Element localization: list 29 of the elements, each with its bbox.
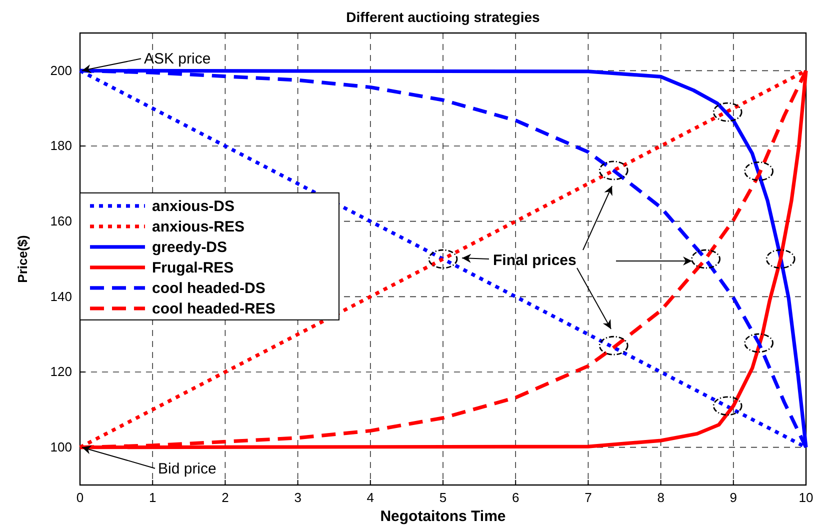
chart-title: Different auctioing strategies [346, 9, 540, 25]
x-tick-label: 2 [222, 490, 229, 506]
x-tick-label: 9 [730, 490, 738, 506]
legend-label: cool headed-DS [152, 280, 266, 297]
legend-label: anxious-DS [152, 198, 235, 215]
x-tick-label: 8 [657, 490, 664, 506]
legend-label: anxious-RES [152, 218, 245, 236]
x-tick-label: 4 [366, 490, 374, 506]
y-tick-label: 140 [50, 288, 72, 304]
x-tick-label: 6 [512, 490, 520, 506]
legend-label: greedy-DS [152, 238, 228, 256]
y-tick-label: 180 [50, 138, 72, 154]
y-axis-title: Price($) [15, 235, 30, 283]
legend-label: Frugal-RES [152, 259, 234, 276]
annotation: ASK price [144, 50, 211, 68]
y-tick-label: 200 [50, 62, 72, 78]
y-tick-label: 160 [50, 213, 72, 228]
annotation: Final prices [493, 252, 576, 269]
legend-label: cool headed-RES [152, 300, 276, 318]
x-tick-label: 5 [439, 490, 447, 506]
y-tick-label: 120 [50, 364, 72, 380]
x-tick-label: 1 [148, 490, 156, 506]
annotation: Bid price [158, 460, 216, 478]
x-tick-label: 3 [294, 490, 302, 506]
y-tick-label: 100 [50, 439, 72, 454]
x-tick-label: 10 [798, 490, 814, 506]
x-axis-title: Negotaitons Time [380, 508, 506, 525]
x-tick-label: 7 [584, 490, 592, 506]
x-tick-label: 0 [76, 490, 84, 506]
